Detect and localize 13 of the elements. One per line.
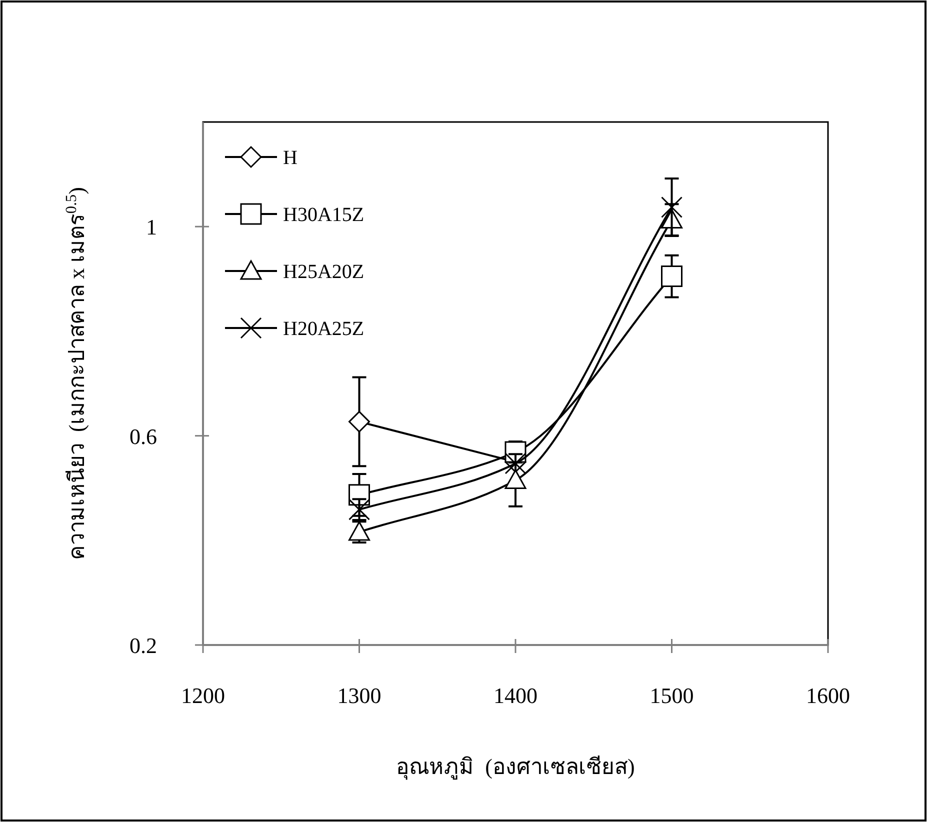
x-tick-label: 1200 xyxy=(181,683,225,708)
legend-label: H25A20Z xyxy=(283,261,364,283)
y-tick-label: 0.2 xyxy=(130,633,157,658)
x-tick-label: 1600 xyxy=(806,683,850,708)
x-tick-label: 1400 xyxy=(494,683,538,708)
y-tick-label: 1 xyxy=(146,214,157,240)
x-tick-label: 1300 xyxy=(337,683,382,708)
legend-label: H20A25Z xyxy=(283,318,364,340)
y-tick-label: 0.6 xyxy=(130,424,157,449)
legend-label: H30A15Z xyxy=(283,204,364,226)
legend-label: H xyxy=(283,147,298,169)
x-axis-title: อุณหภูมิ (องศาเซลเซียส) xyxy=(396,754,635,780)
x-tick-label: 1500 xyxy=(650,683,694,708)
